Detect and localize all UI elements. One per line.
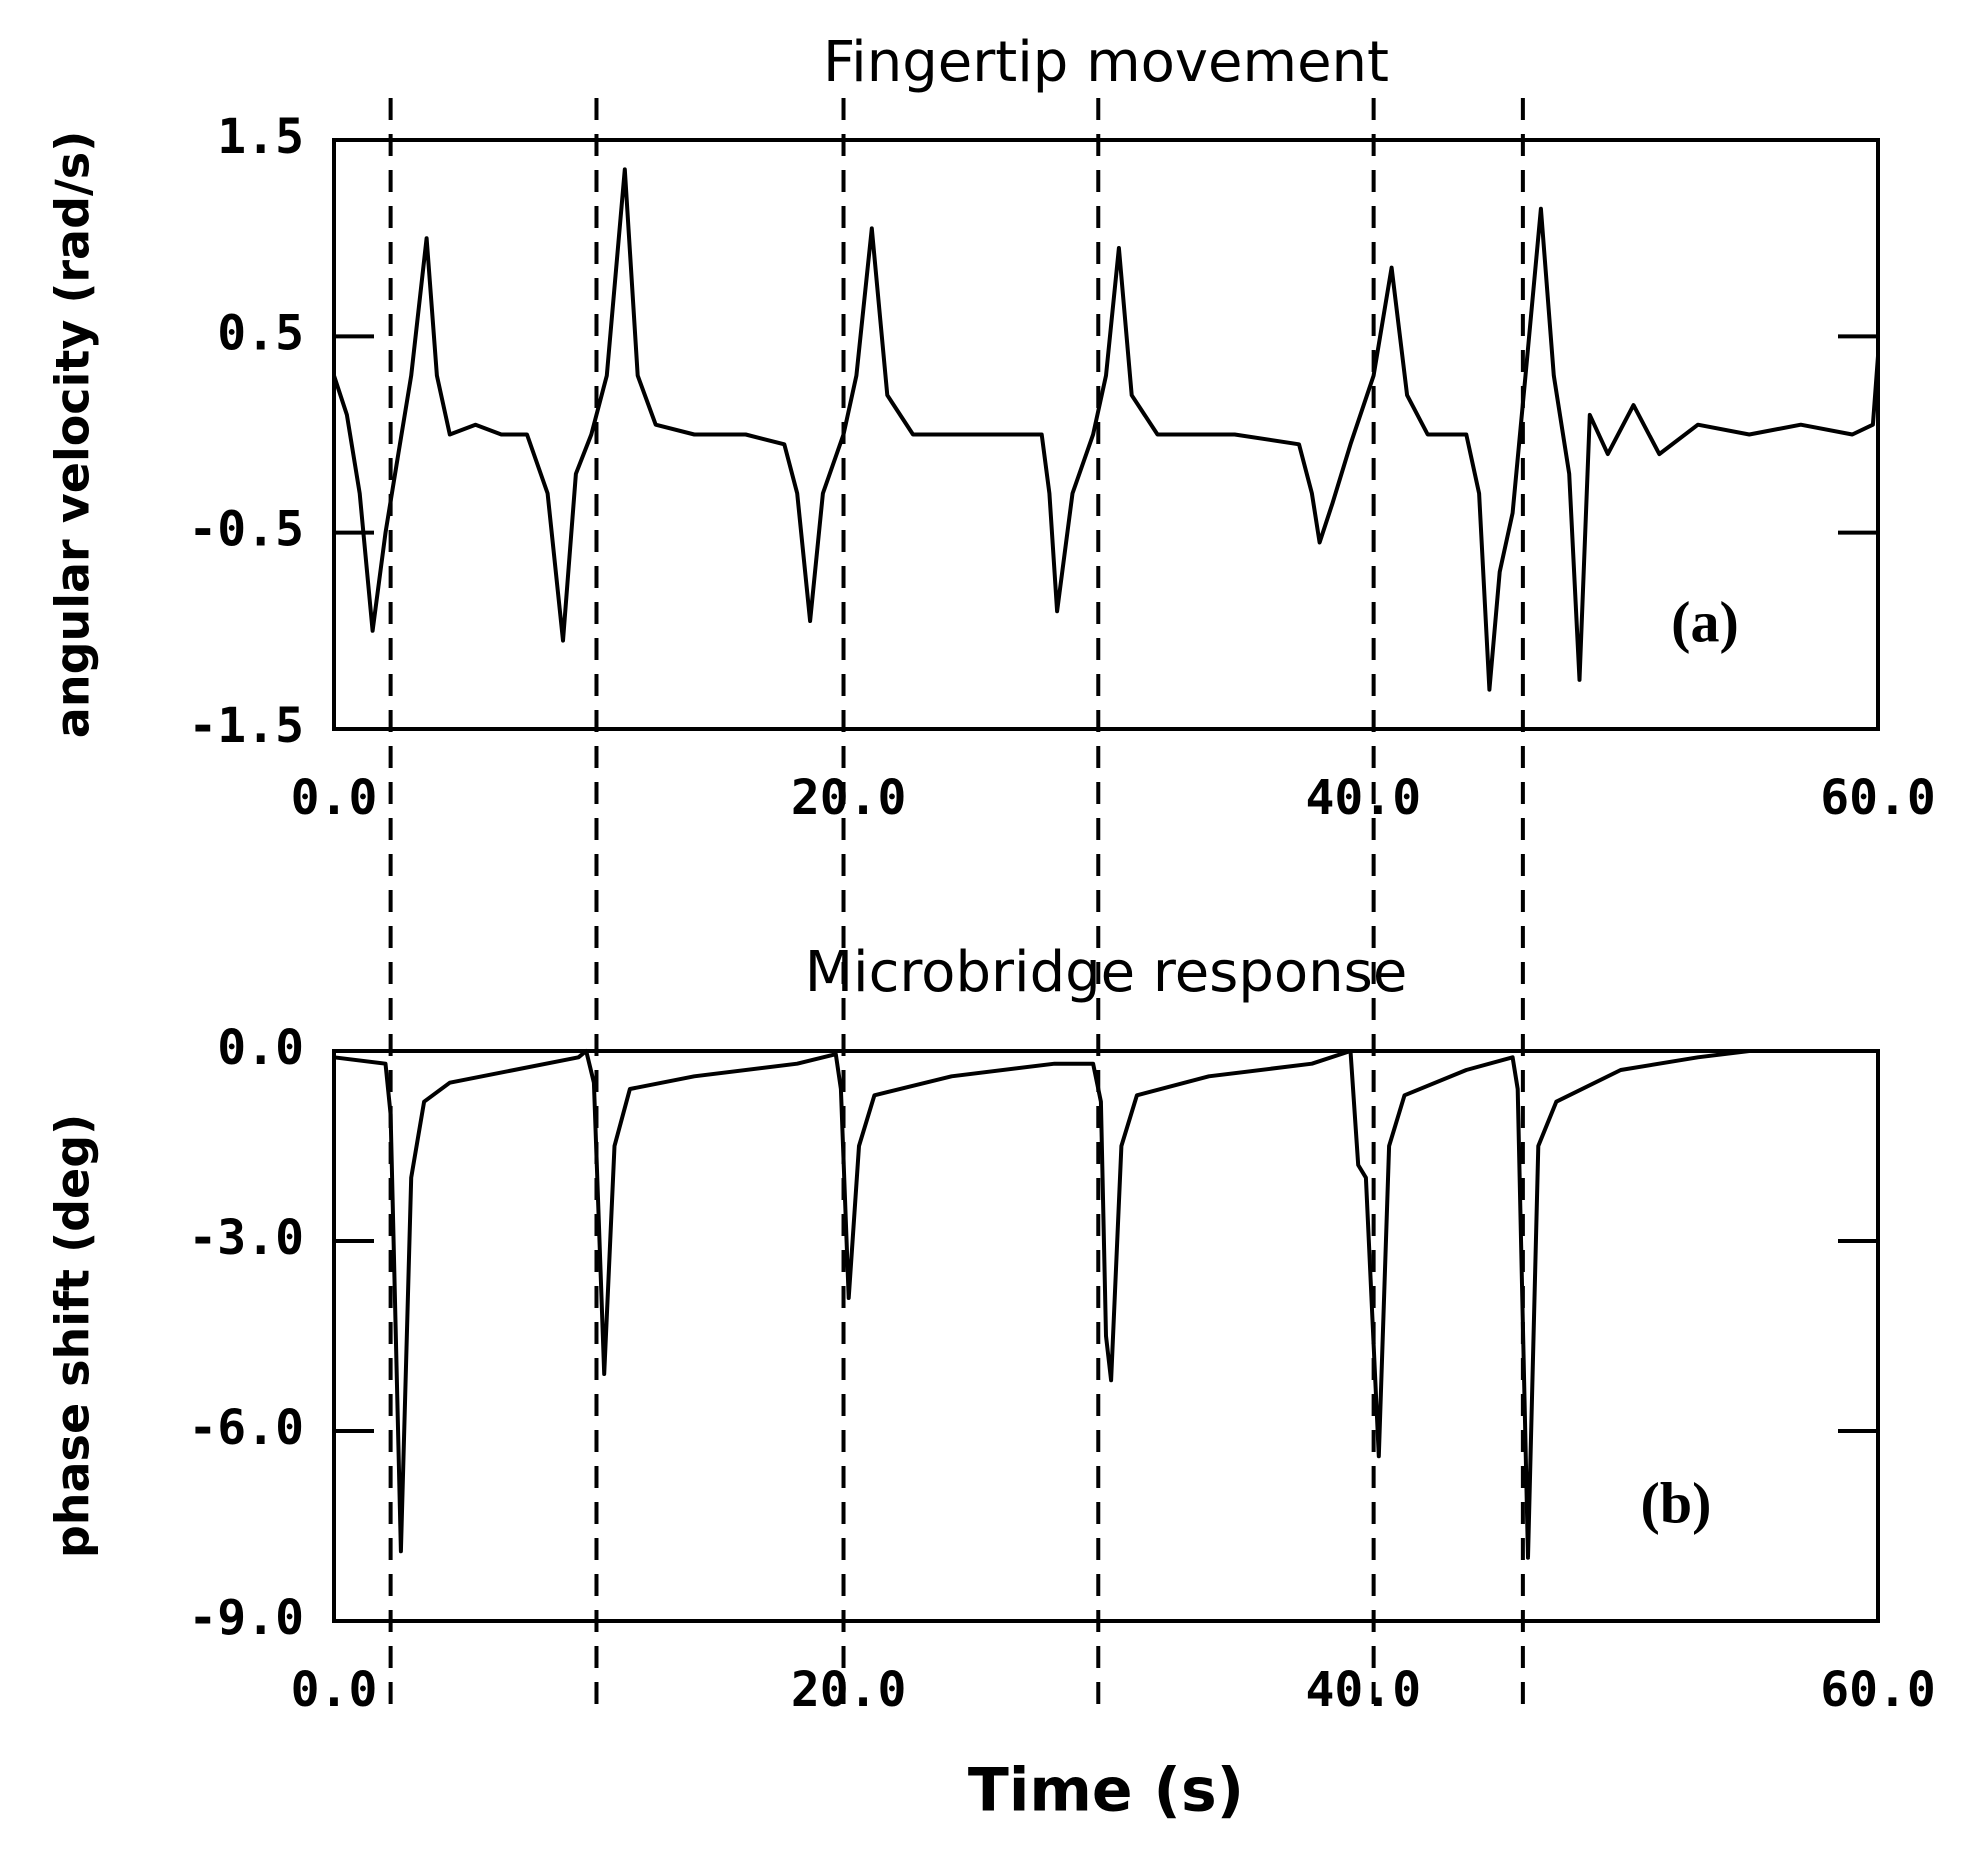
plot-frame [332,138,1880,731]
x-tick-label: 40.0 [1306,1662,1422,1718]
y-axis-label: angular velocity (rad/s) [46,131,100,738]
x-tick-label: 20.0 [791,770,907,826]
y-tick-label: 0.5 [217,305,304,361]
data-line [333,1049,1878,1560]
x-tick-label: 60.0 [1820,770,1936,826]
y-tick-label: -6.0 [188,1400,304,1456]
plot-frame [332,1049,1880,1623]
x-tick-label: 0.0 [291,770,378,826]
panel-label: (a) [1671,589,1739,654]
data-line [332,167,1880,692]
chart-title: Fingertip movement [823,30,1389,95]
y-tick-label: -1.5 [188,698,304,754]
x-tick-label: 0.0 [291,1662,378,1718]
panel-label: (b) [1641,1470,1712,1535]
x-tick-label: 20.0 [791,1662,907,1718]
y-tick-label: -3.0 [188,1210,304,1266]
y-axis-label: phase shift (deg) [46,1114,100,1558]
x-axis-label: Time (s) [968,1756,1244,1826]
y-tick-label: -0.5 [188,502,304,558]
x-tick-label: 40.0 [1306,770,1422,826]
y-tick-label: 1.5 [217,109,304,165]
y-tick-label: 0.0 [217,1020,304,1076]
chart-title: Microbridge response [805,940,1408,1005]
x-tick-label: 60.0 [1820,1662,1936,1718]
y-tick-label: -9.0 [188,1590,304,1646]
